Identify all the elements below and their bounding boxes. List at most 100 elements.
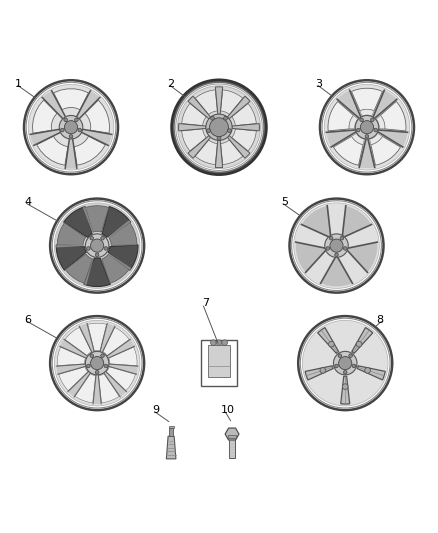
Circle shape (374, 128, 378, 132)
Circle shape (355, 116, 379, 139)
Polygon shape (102, 206, 131, 237)
Circle shape (211, 116, 214, 120)
Polygon shape (347, 242, 377, 272)
Polygon shape (57, 364, 85, 374)
Polygon shape (75, 374, 96, 403)
Polygon shape (30, 130, 60, 146)
Polygon shape (221, 90, 243, 115)
Circle shape (90, 354, 94, 358)
Circle shape (28, 85, 113, 170)
Circle shape (356, 341, 362, 347)
Polygon shape (215, 140, 223, 168)
Circle shape (320, 368, 326, 373)
Circle shape (343, 247, 347, 250)
Polygon shape (179, 124, 206, 131)
Polygon shape (318, 328, 339, 353)
Polygon shape (352, 133, 364, 144)
Polygon shape (301, 206, 331, 237)
Circle shape (224, 116, 227, 120)
Circle shape (74, 118, 78, 122)
Polygon shape (84, 257, 94, 285)
Polygon shape (227, 135, 250, 158)
Circle shape (325, 234, 348, 257)
Text: 6: 6 (24, 314, 31, 325)
Polygon shape (108, 245, 138, 270)
Circle shape (90, 237, 94, 240)
Polygon shape (107, 253, 131, 270)
Polygon shape (106, 367, 135, 391)
Polygon shape (188, 135, 211, 158)
Polygon shape (225, 428, 239, 440)
Polygon shape (102, 254, 129, 284)
Circle shape (371, 118, 374, 122)
Polygon shape (371, 136, 401, 165)
Circle shape (104, 364, 108, 368)
Circle shape (206, 114, 232, 140)
Polygon shape (109, 364, 138, 374)
Circle shape (59, 116, 83, 139)
Text: 3: 3 (316, 79, 323, 88)
Polygon shape (42, 91, 65, 118)
Polygon shape (166, 436, 176, 459)
Polygon shape (227, 96, 250, 119)
Circle shape (91, 357, 104, 370)
Polygon shape (337, 90, 361, 118)
Circle shape (360, 120, 374, 134)
Circle shape (211, 340, 216, 345)
Polygon shape (378, 130, 407, 147)
Polygon shape (357, 366, 385, 380)
Circle shape (95, 253, 99, 256)
Polygon shape (65, 139, 77, 168)
Circle shape (333, 351, 357, 375)
Polygon shape (82, 130, 112, 146)
Polygon shape (99, 374, 119, 403)
Polygon shape (56, 245, 85, 247)
Polygon shape (195, 90, 217, 115)
Circle shape (228, 129, 231, 133)
Circle shape (326, 247, 329, 250)
Circle shape (85, 351, 109, 375)
Polygon shape (221, 140, 243, 165)
Circle shape (360, 118, 364, 122)
Polygon shape (321, 257, 353, 286)
Polygon shape (343, 206, 371, 237)
Polygon shape (380, 101, 406, 131)
Bar (201, 340, 237, 386)
Text: 1: 1 (15, 79, 22, 88)
Polygon shape (351, 88, 382, 111)
Polygon shape (85, 100, 110, 133)
Polygon shape (360, 109, 374, 116)
Polygon shape (328, 101, 353, 131)
Circle shape (365, 368, 371, 373)
Bar (169, 427, 173, 436)
Bar (229, 433, 235, 458)
Polygon shape (232, 124, 259, 131)
Circle shape (357, 128, 360, 132)
Circle shape (55, 203, 140, 288)
Circle shape (217, 136, 221, 140)
Circle shape (95, 370, 99, 374)
Polygon shape (188, 96, 211, 119)
Circle shape (91, 239, 104, 252)
Polygon shape (215, 87, 223, 115)
Text: 8: 8 (377, 314, 384, 325)
Circle shape (101, 354, 104, 358)
Polygon shape (182, 103, 206, 126)
Polygon shape (84, 258, 110, 286)
Polygon shape (232, 129, 256, 151)
Polygon shape (109, 347, 137, 366)
Polygon shape (56, 245, 86, 270)
Polygon shape (376, 116, 385, 129)
Circle shape (349, 354, 353, 358)
Polygon shape (359, 140, 374, 168)
Polygon shape (57, 347, 85, 366)
Circle shape (64, 118, 67, 122)
Polygon shape (103, 327, 129, 356)
Polygon shape (182, 129, 206, 151)
Circle shape (222, 340, 227, 345)
Polygon shape (60, 339, 87, 358)
Bar (169, 426, 174, 429)
Circle shape (303, 320, 388, 406)
Polygon shape (85, 206, 109, 232)
Polygon shape (370, 133, 382, 144)
